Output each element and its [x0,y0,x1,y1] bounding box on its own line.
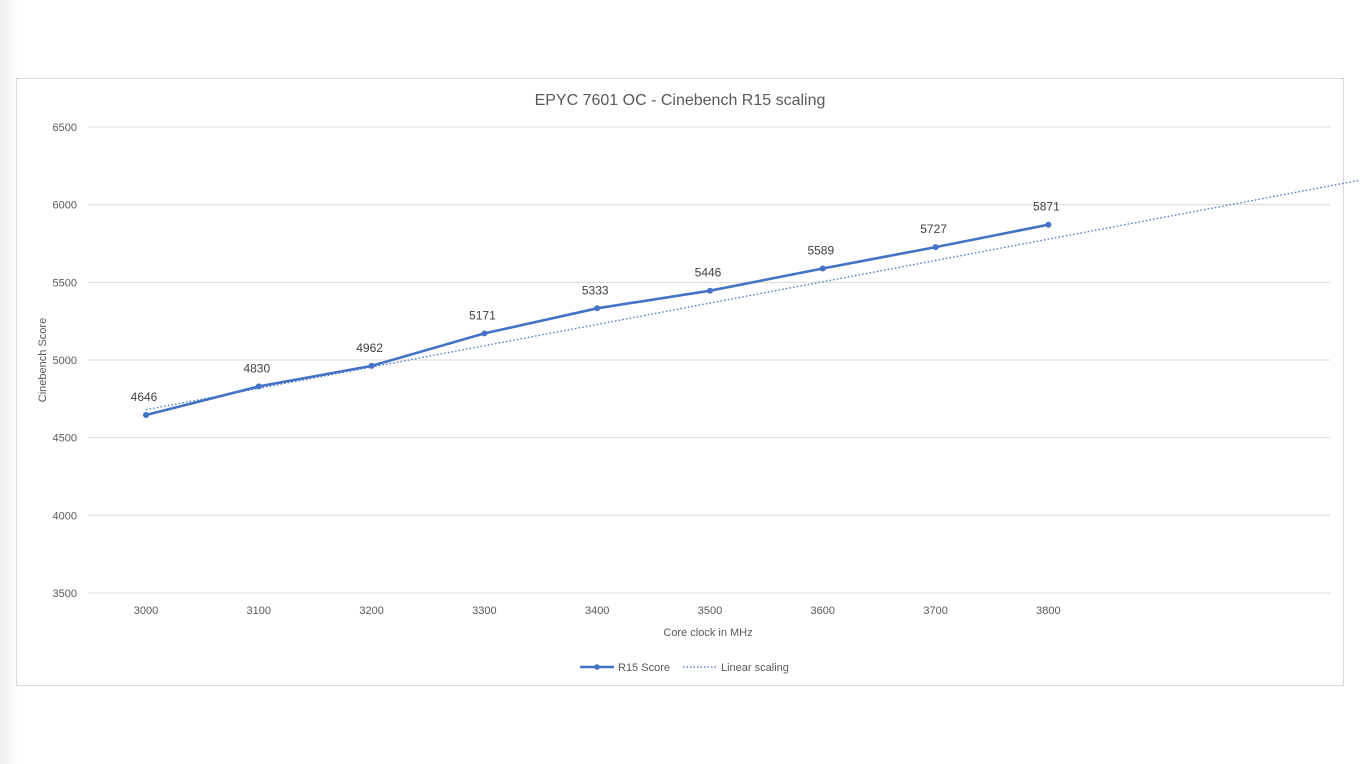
x-tick-label: 3600 [811,605,835,617]
data-point-3300 [481,330,488,337]
series-layer [143,221,1052,418]
series-line-r15-score [145,223,1049,417]
x-tick-label: 3500 [698,605,722,617]
data-label-3100: 4830 [243,361,270,375]
data-label-3200: 4962 [356,341,383,355]
data-label-3700: 5727 [920,222,947,236]
y-tick-label: 4500 [53,433,77,445]
x-tick-label: 3800 [1036,605,1060,617]
chart-frame [16,78,1344,686]
y-tick-label: 4000 [53,510,77,522]
x-tick-label: 3300 [472,605,496,617]
data-labels: 4646 4830 4962 5171 5333 5446 5589 5727 5871 [131,200,1060,404]
x-tick-labels: 3000 3100 3200 3300 3400 3500 3600 3700 3800 [134,605,1061,617]
data-point-3200 [368,362,375,369]
y-tick-label: 5000 [53,355,77,367]
x-tick-label: 3000 [134,605,158,617]
data-point-3800 [1045,221,1052,228]
data-label-3400: 5333 [582,283,609,297]
y-axis-title: Cinebench Score [37,318,49,402]
y-tick-labels: 3500 4000 4500 5000 5500 6000 6500 [53,122,77,600]
data-point-3700 [932,244,939,251]
x-tick-label: 3700 [923,605,947,617]
x-tick-label: 3100 [247,605,271,617]
data-label-3600: 5589 [807,244,834,258]
y-tick-label: 6000 [53,200,77,212]
left-edge-shadow [0,0,18,764]
legend: R15 Score Linear scaling [580,662,789,674]
y-tick-label: 3500 [53,588,77,600]
data-label-3500: 5446 [695,266,722,280]
data-label-3800: 5871 [1033,200,1060,214]
data-label-3000: 4646 [131,390,158,404]
y-tick-label: 6500 [53,122,77,134]
gridlines [88,126,1330,594]
x-tick-label: 3200 [359,605,383,617]
legend-marker-r15-score [594,664,600,670]
legend-label-r15-score: R15 Score [618,662,670,674]
data-point-3600 [819,265,826,272]
legend-label-linear-scaling: Linear scaling [721,662,789,674]
y-tick-label: 5500 [53,277,77,289]
chart-title: EPYC 7601 OC - Cinebench R15 scaling [535,92,826,109]
data-point-3400 [594,305,601,312]
data-point-3100 [255,383,262,390]
x-axis-title: Core clock in MHz [663,627,752,639]
data-label-3300: 5171 [469,308,496,322]
data-point-3500 [707,287,713,294]
x-tick-label: 3400 [585,605,609,617]
data-point-3000 [143,411,149,418]
